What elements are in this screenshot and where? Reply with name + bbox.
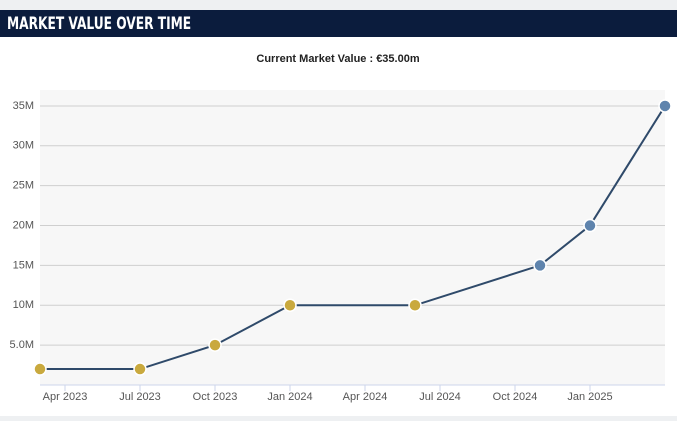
y-tick-label: 30M <box>13 140 34 152</box>
marker <box>133 362 147 376</box>
header-bar <box>0 10 677 37</box>
x-tick-label: Jul 2023 <box>119 391 161 403</box>
plot-area <box>40 90 665 385</box>
marker <box>658 99 672 113</box>
marker <box>533 258 547 273</box>
y-tick-label: 35M <box>13 100 34 112</box>
line <box>40 105 666 371</box>
x-tick-label: Oct 2024 <box>493 391 538 403</box>
marker <box>208 338 222 352</box>
y-tick-label: 15M <box>13 259 34 271</box>
x-tick-label: Apr 2024 <box>343 391 388 403</box>
x-tick-label: Apr 2023 <box>43 391 88 403</box>
x-tick-label: Jan 2025 <box>567 391 612 403</box>
chart-title: MARKET VALUE OVER TIME <box>7 14 191 34</box>
x-tick-label: Oct 2023 <box>193 391 238 403</box>
y-tick-label: 20M <box>13 219 34 231</box>
y-tick-label: 5.0M <box>10 339 34 351</box>
x-tick-label: Jan 2024 <box>267 391 312 403</box>
x-tick-label: Jul 2024 <box>419 391 461 403</box>
marker <box>583 218 597 233</box>
y-tick-label: 10M <box>13 299 34 311</box>
marker <box>33 362 47 376</box>
y-tick-label: 25M <box>13 180 34 192</box>
chart-subtitle: Current Market Value : €35.00m <box>256 53 419 65</box>
marker <box>283 298 297 313</box>
marker <box>408 298 422 313</box>
